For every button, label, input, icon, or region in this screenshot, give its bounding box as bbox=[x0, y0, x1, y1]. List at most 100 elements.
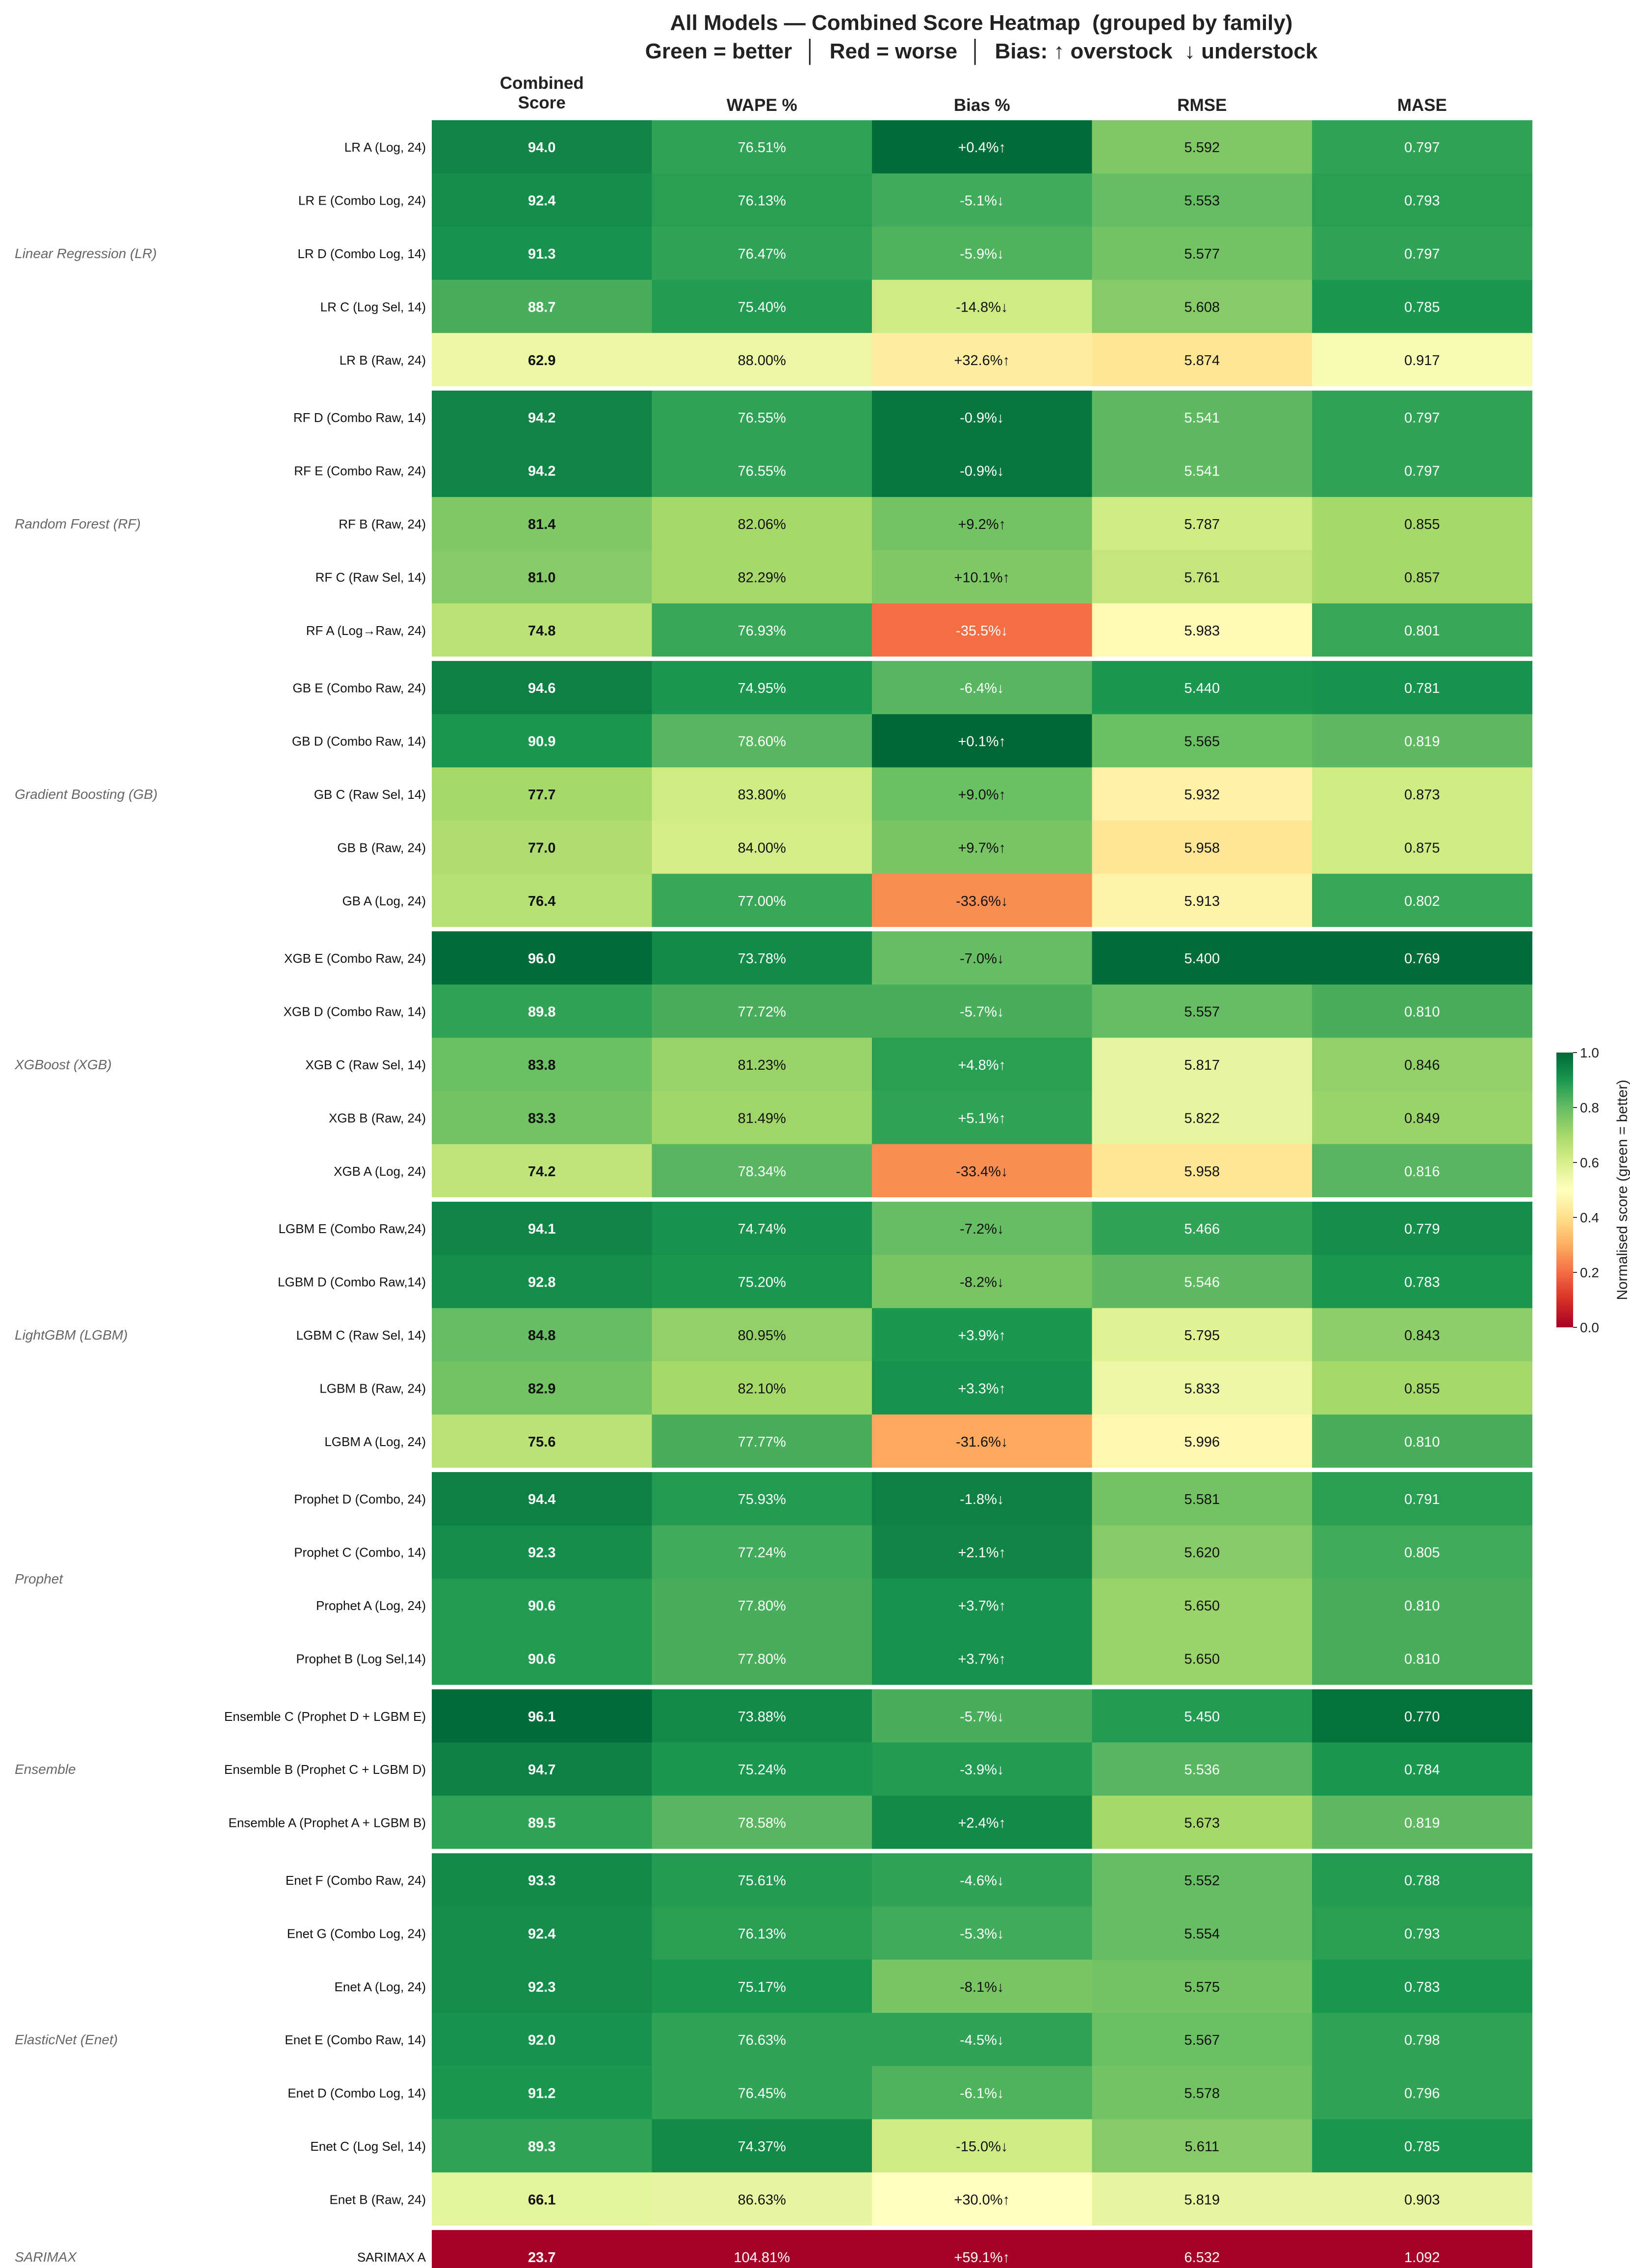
heatmap-cell bbox=[652, 603, 872, 657]
model-label: LGBM D (Combo Raw,14) bbox=[278, 1275, 426, 1290]
cell-value-label: 82.29% bbox=[738, 570, 786, 585]
heatmap-cell bbox=[1092, 2066, 1313, 2120]
heatmap-cell bbox=[872, 767, 1092, 821]
model-label: Enet F (Combo Raw, 24) bbox=[286, 1873, 426, 1888]
heatmap-cell bbox=[872, 873, 1092, 927]
heatmap-cell bbox=[432, 2172, 652, 2226]
model-label: RF C (Raw Sel, 14) bbox=[315, 570, 426, 584]
cell-value-label: 1.092 bbox=[1404, 2250, 1440, 2266]
chart-subtitle: Green = better │ Red = worse │ Bias: ↑ o… bbox=[645, 39, 1318, 63]
heatmap-cell bbox=[1312, 714, 1532, 768]
model-label: Enet C (Log Sel, 14) bbox=[310, 2139, 426, 2154]
model-label: LR A (Log, 24) bbox=[344, 140, 426, 155]
cell-value-label: 5.578 bbox=[1184, 2086, 1220, 2102]
model-label: Prophet D (Combo, 24) bbox=[294, 1492, 426, 1506]
heatmap-cell bbox=[652, 2066, 872, 2120]
model-label: SARIMAX A bbox=[357, 2250, 426, 2265]
cell-value-label: 0.855 bbox=[1404, 517, 1440, 532]
heatmap-cell bbox=[1092, 1689, 1313, 1743]
heatmap-cell bbox=[872, 391, 1092, 444]
heatmap-cell bbox=[652, 714, 872, 768]
heatmap-cell bbox=[1092, 1742, 1313, 1796]
heatmap-cell bbox=[652, 120, 872, 174]
heatmap-cell bbox=[1312, 1632, 1532, 1686]
heatmap-cell bbox=[432, 1795, 652, 1849]
cell-value-label: 84.8 bbox=[528, 1328, 555, 1344]
heatmap-cell bbox=[872, 931, 1092, 985]
cell-value-label: 94.1 bbox=[528, 1221, 555, 1237]
cell-value-label: 62.9 bbox=[528, 353, 555, 369]
cell-value-label: -33.4%↓ bbox=[956, 1164, 1008, 1180]
heatmap-cell bbox=[1092, 603, 1313, 657]
heatmap-cell bbox=[652, 1255, 872, 1309]
cell-value-label: 0.819 bbox=[1404, 1816, 1440, 1831]
heatmap-cell bbox=[432, 1255, 652, 1309]
cell-value-label: 0.783 bbox=[1404, 1979, 1440, 1995]
heatmap-cell bbox=[872, 120, 1092, 174]
cell-value-label: -6.4%↓ bbox=[960, 681, 1004, 696]
heatmap-cell bbox=[652, 767, 872, 821]
cell-value-label: -5.1%↓ bbox=[960, 193, 1004, 209]
cell-value-label: 0.793 bbox=[1404, 193, 1440, 209]
cell-value-label: 0.802 bbox=[1404, 894, 1440, 909]
cell-value-label: 77.7 bbox=[528, 787, 555, 803]
heatmap-cell bbox=[872, 1255, 1092, 1309]
heatmap-cell bbox=[652, 1091, 872, 1145]
heatmap-cell bbox=[1092, 2172, 1313, 2226]
cell-value-label: 78.34% bbox=[738, 1164, 786, 1180]
heatmap-cell bbox=[652, 820, 872, 874]
heatmap-cell bbox=[432, 497, 652, 551]
heatmap-cell bbox=[1092, 984, 1313, 1038]
heatmap-cell bbox=[1092, 661, 1313, 714]
cell-value-label: 76.4 bbox=[528, 894, 555, 909]
cell-value-label: 76.51% bbox=[738, 140, 786, 156]
cell-value-label: 90.6 bbox=[528, 1651, 555, 1667]
cell-value-label: -4.5%↓ bbox=[960, 2032, 1004, 2048]
heatmap-cell bbox=[1092, 1632, 1313, 1686]
heatmap-cell bbox=[1092, 1037, 1313, 1091]
heatmap-cell bbox=[1312, 1308, 1532, 1362]
cell-value-label: 5.673 bbox=[1184, 1816, 1220, 1831]
heatmap-cell bbox=[652, 2013, 872, 2066]
cell-value-label: 5.819 bbox=[1184, 2192, 1220, 2208]
heatmap-cell bbox=[1312, 984, 1532, 1038]
cell-value-label: 5.592 bbox=[1184, 140, 1220, 156]
heatmap-cell bbox=[1092, 2119, 1313, 2173]
cell-value-label: 0.857 bbox=[1404, 570, 1440, 585]
cell-value-label: 81.0 bbox=[528, 570, 555, 585]
heatmap-cell bbox=[1092, 497, 1313, 551]
cell-value-label: 92.0 bbox=[528, 2032, 555, 2048]
cell-value-label: 94.4 bbox=[528, 1492, 555, 1507]
cell-value-label: 73.88% bbox=[738, 1709, 786, 1725]
cell-value-label: 83.8 bbox=[528, 1057, 555, 1073]
heatmap-cell bbox=[432, 873, 652, 927]
cell-value-label: 81.23% bbox=[738, 1057, 786, 1073]
heatmap-cell bbox=[432, 2230, 652, 2268]
colorbar-tick-label: 0.4 bbox=[1580, 1210, 1599, 1225]
cell-value-label: 77.72% bbox=[738, 1004, 786, 1020]
cell-value-label: 0.819 bbox=[1404, 734, 1440, 750]
heatmap-cell bbox=[1312, 1361, 1532, 1415]
cell-value-label: 5.541 bbox=[1184, 410, 1220, 426]
cell-value-label: 0.810 bbox=[1404, 1434, 1440, 1450]
heatmap-cell bbox=[872, 1742, 1092, 1796]
model-label: Prophet B (Log Sel,14) bbox=[296, 1651, 426, 1666]
heatmap-cell bbox=[872, 1959, 1092, 2013]
cell-value-label: 104.81% bbox=[734, 2250, 790, 2266]
cell-value-label: -0.9%↓ bbox=[960, 410, 1004, 426]
heatmap-cell bbox=[652, 1525, 872, 1579]
model-label: XGB B (Raw, 24) bbox=[329, 1110, 426, 1125]
cell-value-label: 92.4 bbox=[528, 193, 555, 209]
heatmap-cell bbox=[1312, 1742, 1532, 1796]
heatmap-cell bbox=[1312, 1144, 1532, 1198]
heatmap-cell bbox=[652, 444, 872, 498]
cell-value-label: 88.00% bbox=[738, 353, 786, 369]
family-label: XGBoost (XGB) bbox=[14, 1057, 112, 1072]
cell-value-label: 76.55% bbox=[738, 410, 786, 426]
cell-value-label: +2.1%↑ bbox=[958, 1545, 1006, 1561]
cell-value-label: +2.4%↑ bbox=[958, 1816, 1006, 1831]
model-label: GB B (Raw, 24) bbox=[337, 840, 426, 855]
heatmap-cell bbox=[1312, 2119, 1532, 2173]
